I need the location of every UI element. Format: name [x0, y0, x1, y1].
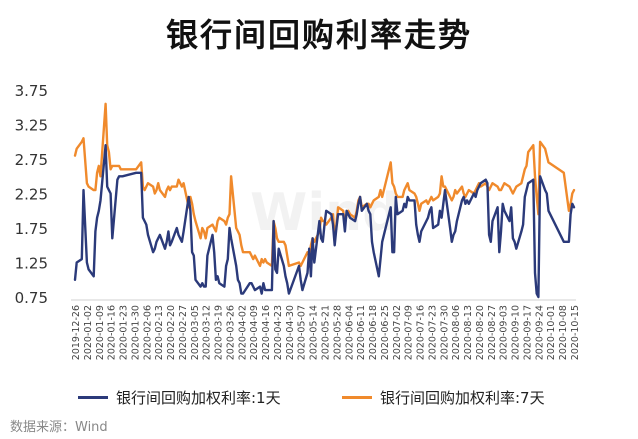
x-tick-label: 2020-09-24 — [534, 305, 545, 360]
y-tick-label: 1.75 — [15, 220, 48, 238]
x-tick-label: 2020-01-16 — [107, 305, 118, 360]
x-tick-label: 2020-01-09 — [95, 305, 106, 360]
legend-label-7d: 银行间回购加权利率:7天 — [380, 388, 545, 407]
x-tick-label: 2020-04-30 — [285, 305, 296, 360]
x-tick-label: 2020-10-15 — [570, 305, 581, 360]
x-tick-label: 2020-02-20 — [166, 305, 177, 360]
x-tick-label: 2020-07-09 — [404, 305, 415, 360]
x-tick-label: 2020-03-05 — [190, 305, 201, 360]
x-tick-label: 2020-04-02 — [237, 305, 248, 360]
x-tick-label: 2020-07-16 — [416, 305, 427, 360]
x-tick-label: 2020-06-18 — [368, 305, 379, 360]
x-tick-label: 2020-08-06 — [451, 305, 462, 360]
x-tick-label: 2020-08-20 — [475, 305, 486, 360]
x-tick-label: 2020-09-17 — [522, 305, 533, 360]
x-tick-label: 2020-09-10 — [511, 305, 522, 360]
x-tick-label: 2020-03-12 — [202, 305, 213, 360]
series-line-1d — [73, 143, 576, 299]
x-tick-label: 2020-04-16 — [261, 305, 272, 360]
x-tick-label: 2020-06-04 — [344, 305, 355, 360]
legend-label-1d: 银行间回购加权利率:1天 — [116, 388, 281, 407]
x-tick-label: 2020-05-07 — [297, 305, 308, 360]
x-tick-label: 2020-02-13 — [154, 305, 165, 360]
x-tick-label: 2020-10-08 — [558, 305, 569, 360]
x-tick-label: 2020-05-14 — [309, 305, 320, 360]
x-tick-label: 2020-08-27 — [487, 305, 498, 360]
x-tick-label: 2020-01-23 — [119, 305, 130, 360]
y-tick-label: 2.75 — [15, 151, 48, 169]
x-tick-label: 2020-05-21 — [321, 305, 332, 360]
legend-swatch-7d — [342, 395, 372, 399]
x-tick-label: 2020-03-19 — [214, 305, 225, 360]
x-tick-label: 2020-04-23 — [273, 305, 284, 360]
x-tick-label: 2020-03-26 — [225, 305, 236, 360]
x-tick-label: 2020-01-02 — [83, 305, 94, 360]
series-line-7d — [73, 102, 576, 268]
legend-item-1d: 银行间回购加权利率:1天 — [78, 386, 281, 408]
x-tick-label: 2020-10-01 — [546, 305, 557, 360]
x-tick-label: 2020-09-03 — [499, 305, 510, 360]
x-tick-label: 2020-02-06 — [142, 305, 153, 360]
x-axis-ticks: 2019-12-26 2020-01-02 2020-01-09 2020-01-16… — [71, 305, 581, 360]
x-tick-label: 2020-06-25 — [380, 305, 391, 360]
source-note: 数据来源：Wind — [10, 420, 108, 435]
x-tick-label: 2020-01-30 — [130, 305, 141, 360]
x-tick-label: 2020-06-11 — [356, 305, 367, 360]
legend-swatch-1d — [78, 395, 108, 399]
x-tick-label: 2019-12-26 — [71, 305, 82, 360]
series-group — [73, 102, 576, 299]
x-tick-label: 2020-08-13 — [463, 305, 474, 360]
x-tick-label: 2020-02-27 — [178, 305, 189, 360]
y-tick-label: 3.75 — [15, 82, 48, 100]
legend-item-7d: 银行间回购加权利率:7天 — [342, 386, 545, 408]
y-tick-label: 1.25 — [15, 255, 48, 273]
x-tick-label: 2020-07-23 — [427, 305, 438, 360]
x-tick-label: 2020-05-28 — [332, 305, 343, 360]
y-axis-ticks: 3.75 3.25 2.75 2.25 1.75 1.25 0.75 — [15, 82, 48, 307]
chart-title: 银行间回购利率走势 — [165, 16, 472, 54]
x-tick-label: 2020-07-02 — [392, 305, 403, 360]
y-tick-label: 3.25 — [15, 117, 48, 135]
x-tick-label: 2020-07-30 — [439, 305, 450, 360]
y-tick-label: 2.25 — [15, 186, 48, 204]
y-tick-label: 0.75 — [15, 289, 48, 307]
x-tick-label: 2020-04-09 — [249, 305, 260, 360]
